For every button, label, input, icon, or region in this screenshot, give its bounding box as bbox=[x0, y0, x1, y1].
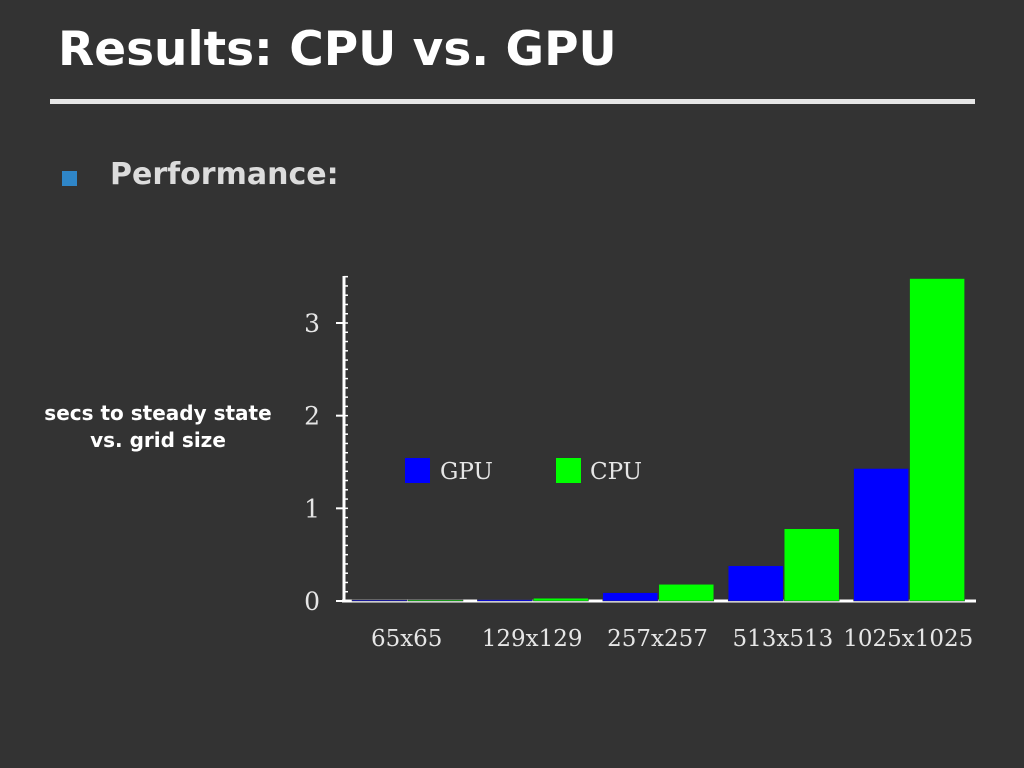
legend-swatch-cpu bbox=[556, 458, 581, 483]
bar-cpu-1025x1025 bbox=[909, 278, 965, 602]
legend-swatch-gpu bbox=[405, 458, 430, 483]
chart-side-label: secs to steady state vs. grid size bbox=[30, 400, 286, 454]
x-tick-label: 129x129 bbox=[482, 626, 583, 652]
side-label-line-1: secs to steady state bbox=[44, 401, 272, 425]
x-tick-label: 513x513 bbox=[733, 626, 834, 652]
x-tick-label: 257x257 bbox=[607, 626, 708, 652]
bullet-text: Performance: bbox=[110, 157, 339, 192]
y-tick-label: 3 bbox=[304, 309, 320, 338]
bar-gpu-1025x1025 bbox=[853, 468, 909, 602]
side-label-line-2: vs. grid size bbox=[90, 428, 226, 452]
bullet-square-icon bbox=[62, 171, 77, 186]
legend-label-gpu: GPU bbox=[440, 459, 493, 485]
y-tick-label: 0 bbox=[304, 587, 320, 616]
legend-label-cpu: CPU bbox=[590, 459, 642, 485]
bar-gpu-257x257 bbox=[602, 592, 659, 602]
x-tick-label: 1025x1025 bbox=[843, 626, 973, 652]
bar-gpu-65x65 bbox=[351, 599, 408, 602]
bar-gpu-513x513 bbox=[727, 565, 784, 602]
bar-cpu-129x129 bbox=[533, 597, 589, 602]
x-tick-label: 65x65 bbox=[371, 626, 443, 652]
y-tick-label: 1 bbox=[304, 494, 320, 523]
bar-gpu-129x129 bbox=[477, 599, 533, 602]
title-divider bbox=[50, 99, 975, 104]
slide-title: Results: CPU vs. GPU bbox=[58, 22, 617, 77]
bar-cpu-513x513 bbox=[783, 528, 840, 602]
bar-cpu-257x257 bbox=[658, 584, 715, 602]
y-tick-label: 2 bbox=[304, 402, 320, 431]
bar-cpu-65x65 bbox=[407, 599, 464, 602]
